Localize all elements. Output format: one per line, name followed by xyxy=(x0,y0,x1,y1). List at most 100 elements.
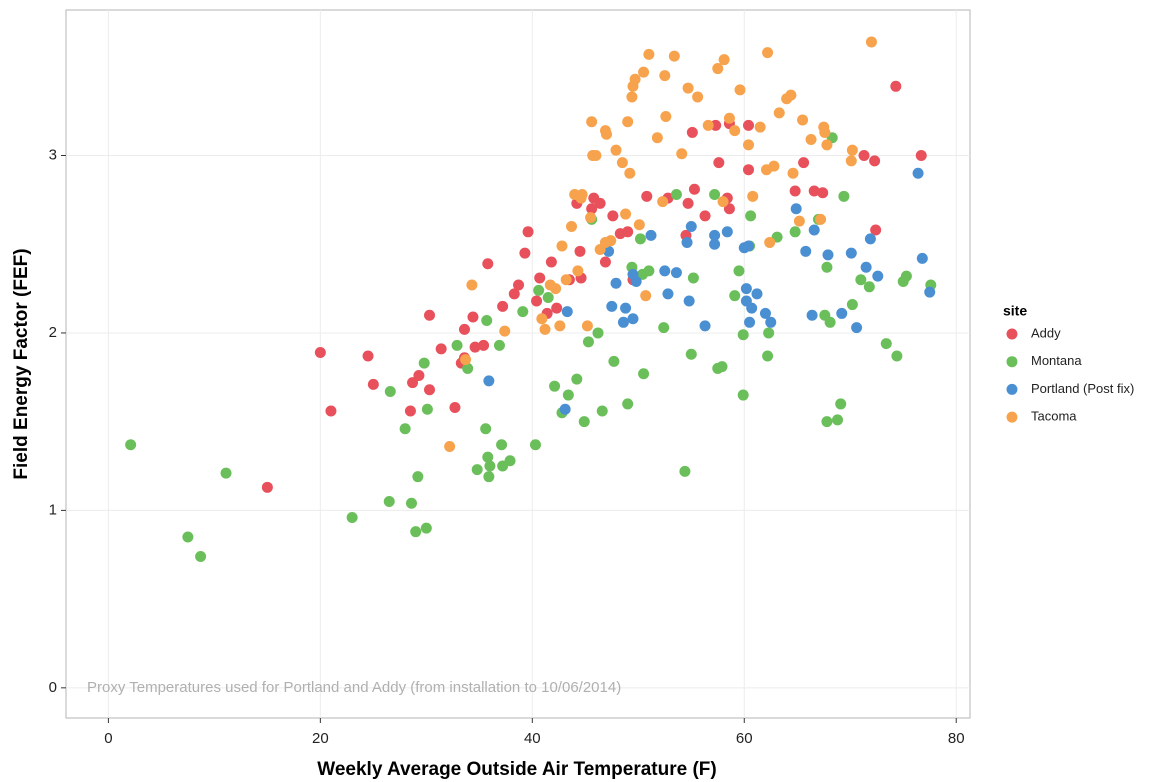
point xyxy=(195,551,207,563)
point xyxy=(743,240,755,252)
point xyxy=(638,66,650,78)
point xyxy=(483,471,495,483)
point xyxy=(496,439,508,451)
point xyxy=(797,114,809,126)
point xyxy=(608,355,620,367)
point xyxy=(789,226,801,238)
point xyxy=(638,368,650,380)
point xyxy=(478,339,490,351)
legend-label: Portland (Post fix) xyxy=(1031,381,1134,396)
point xyxy=(729,125,741,137)
point xyxy=(836,307,848,319)
point xyxy=(743,164,755,176)
point xyxy=(745,210,757,222)
point xyxy=(824,316,836,328)
point xyxy=(723,203,735,215)
point xyxy=(634,233,646,245)
point xyxy=(610,277,622,289)
point xyxy=(418,357,430,369)
point xyxy=(709,189,721,201)
point xyxy=(572,265,584,277)
point xyxy=(513,279,525,291)
point xyxy=(617,316,629,328)
point xyxy=(451,339,463,351)
point xyxy=(643,265,655,277)
point xyxy=(606,300,618,312)
point xyxy=(864,233,876,245)
point xyxy=(915,150,927,162)
point xyxy=(709,238,721,250)
point xyxy=(458,323,470,335)
point xyxy=(668,50,680,62)
point xyxy=(751,288,763,300)
point xyxy=(596,405,608,417)
point xyxy=(449,401,461,413)
point xyxy=(851,322,863,334)
point xyxy=(519,247,531,259)
point xyxy=(754,121,766,133)
point xyxy=(900,270,912,282)
point xyxy=(444,441,456,453)
point xyxy=(702,119,714,131)
point xyxy=(435,343,447,355)
point xyxy=(551,302,563,314)
point xyxy=(709,229,721,241)
point xyxy=(692,91,704,103)
point xyxy=(607,210,619,222)
point xyxy=(686,126,698,138)
point xyxy=(404,405,416,417)
point xyxy=(793,215,805,227)
point xyxy=(383,496,395,508)
y-tick-label: 2 xyxy=(49,324,57,341)
point xyxy=(640,290,652,302)
point xyxy=(626,91,638,103)
point xyxy=(805,134,817,146)
point xyxy=(633,219,645,231)
point xyxy=(578,416,590,428)
point xyxy=(314,346,326,358)
point xyxy=(346,511,358,523)
point xyxy=(762,350,774,362)
point xyxy=(599,256,611,268)
point xyxy=(542,291,554,303)
point xyxy=(734,84,746,96)
plot-area xyxy=(65,9,971,719)
point xyxy=(497,300,509,312)
point xyxy=(421,403,433,415)
point xyxy=(819,126,831,138)
point xyxy=(737,329,749,341)
point xyxy=(713,157,725,169)
point xyxy=(765,316,777,328)
point xyxy=(785,89,797,101)
point xyxy=(517,306,529,318)
point xyxy=(460,354,472,366)
point xyxy=(594,197,606,209)
point xyxy=(624,167,636,179)
point xyxy=(768,160,780,172)
point xyxy=(550,283,562,295)
point xyxy=(412,471,424,483)
point xyxy=(685,220,697,232)
legend-marker xyxy=(1006,411,1018,423)
point xyxy=(482,451,494,463)
point xyxy=(835,398,847,410)
point xyxy=(467,311,479,323)
point xyxy=(773,107,785,119)
point xyxy=(641,190,653,202)
point xyxy=(610,144,622,156)
point xyxy=(716,361,728,373)
point xyxy=(424,384,436,396)
point xyxy=(481,315,493,327)
point xyxy=(657,196,669,208)
point xyxy=(424,309,436,321)
point xyxy=(865,36,877,48)
point xyxy=(924,286,936,298)
point xyxy=(800,245,812,257)
legend-marker xyxy=(1006,328,1018,340)
point xyxy=(529,439,541,451)
point xyxy=(717,196,729,208)
point xyxy=(499,325,511,337)
point xyxy=(763,327,775,339)
legend-label: Addy xyxy=(1031,325,1061,340)
